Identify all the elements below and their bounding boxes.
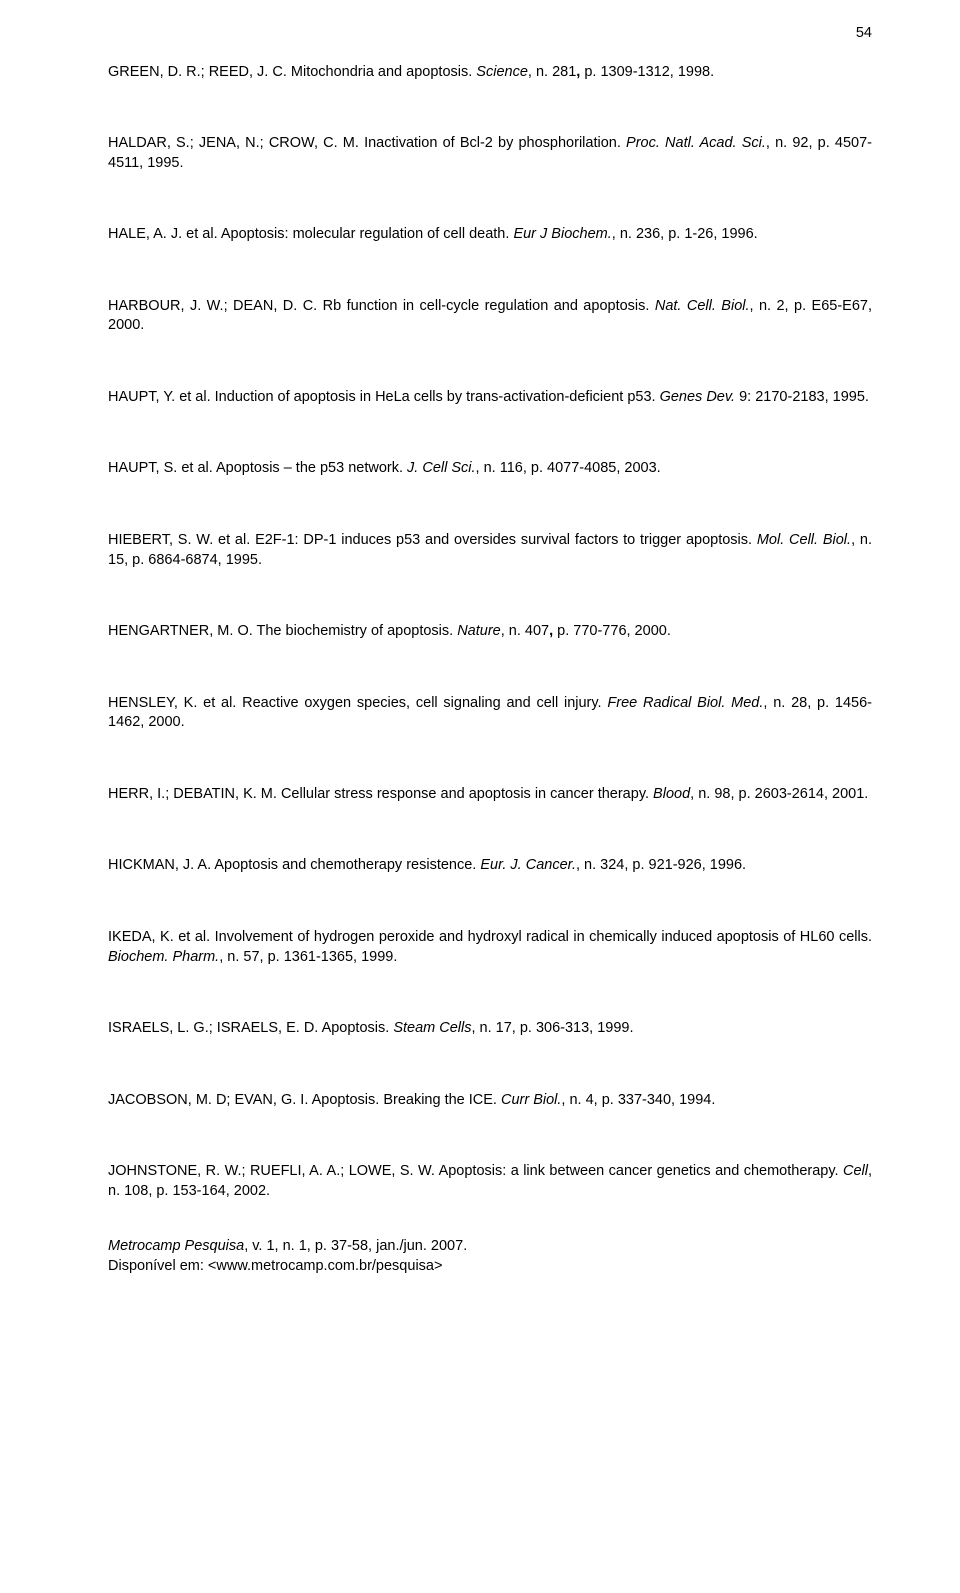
footer: Metrocamp Pesquisa, v. 1, n. 1, p. 37-58… — [108, 1237, 872, 1276]
ref-title: Apoptosis. Breaking the ICE. — [312, 1092, 501, 1108]
ref-authors: HAUPT, S. et al. — [108, 460, 216, 476]
footer-journal: Metrocamp Pesquisa — [108, 1238, 244, 1254]
ref-journal: Steam Cells — [393, 1020, 471, 1036]
ref-authors: JOHNSTONE, R. W.; RUEFLI, A. A.; LOWE, S… — [108, 1163, 439, 1179]
ref-authors: GREEN, D. R.; REED, J. C. — [108, 64, 291, 80]
ref-journal: Curr Biol. — [501, 1092, 561, 1108]
ref-issue: , n. 281 — [528, 64, 576, 80]
ref-authors: HALDAR, S.; JENA, N.; CROW, C. M. — [108, 135, 364, 151]
ref-issue: , n. 324, p. 921-926, 1996. — [576, 857, 746, 873]
ref-journal: Genes Dev. — [660, 389, 736, 405]
ref-title: Induction of apoptosis in HeLa cells by … — [215, 389, 660, 405]
ref-title: Involvement of hydrogen peroxide and hyd… — [215, 929, 872, 945]
ref-journal: Cell — [843, 1163, 868, 1179]
ref-title: Apoptosis. — [322, 1020, 394, 1036]
ref-journal: Mol. Cell. Biol. — [757, 532, 851, 548]
page-number: 54 — [856, 24, 872, 44]
ref-authors: HICKMAN, J. A. — [108, 857, 214, 873]
ref-title: Rb function in cell-cycle regulation and… — [323, 298, 655, 314]
reference-entry: HICKMAN, J. A. Apoptosis and chemotherap… — [108, 856, 872, 876]
ref-journal: Nat. Cell. Biol. — [655, 298, 750, 314]
ref-journal: Proc. Natl. Acad. Sci. — [626, 135, 766, 151]
ref-title: Inactivation of Bcl-2 by phosphorilation… — [364, 135, 626, 151]
ref-pages: p. 1309-1312, 1998. — [580, 64, 714, 80]
ref-title: Apoptosis and chemotherapy resistence. — [214, 857, 480, 873]
ref-issue: , n. 236, p. 1-26, 1996. — [612, 226, 758, 242]
ref-journal: Blood — [653, 786, 690, 802]
reference-entry: HERR, I.; DEBATIN, K. M. Cellular stress… — [108, 785, 872, 805]
reference-entry: IKEDA, K. et al. Involvement of hydrogen… — [108, 928, 872, 967]
ref-journal: Science — [476, 64, 528, 80]
reference-entry: HARBOUR, J. W.; DEAN, D. C. Rb function … — [108, 297, 872, 336]
ref-authors: HENGARTNER, M. O. — [108, 623, 257, 639]
ref-authors: HAUPT, Y. et al. — [108, 389, 215, 405]
ref-authors: JACOBSON, M. D; EVAN, G. I. — [108, 1092, 312, 1108]
ref-title: Mitochondria and apoptosis. — [291, 64, 476, 80]
reference-entry: HENSLEY, K. et al. Reactive oxygen speci… — [108, 694, 872, 733]
ref-journal: Nature — [457, 623, 501, 639]
ref-title: Apoptosis: a link between cancer genetic… — [439, 1163, 843, 1179]
ref-authors: HIEBERT, S. W. et al. — [108, 532, 255, 548]
reference-entry: JACOBSON, M. D; EVAN, G. I. Apoptosis. B… — [108, 1091, 872, 1111]
reference-entry: HAUPT, Y. et al. Induction of apoptosis … — [108, 388, 872, 408]
reference-entry: ISRAELS, L. G.; ISRAELS, E. D. Apoptosis… — [108, 1019, 872, 1039]
ref-title: Reactive oxygen species, cell signaling … — [242, 695, 607, 711]
ref-authors: IKEDA, K. et al. — [108, 929, 215, 945]
ref-title: E2F-1: DP-1 induces p53 and oversides su… — [255, 532, 757, 548]
ref-authors: HERR, I.; DEBATIN, K. M. — [108, 786, 281, 802]
ref-title: The biochemistry of apoptosis. — [257, 623, 458, 639]
ref-issue: , n. 116, p. 4077-4085, 2003. — [476, 460, 661, 476]
reference-entry: HAUPT, S. et al. Apoptosis – the p53 net… — [108, 459, 872, 479]
ref-authors: HALE, A. J. et al. — [108, 226, 221, 242]
footer-detail: , v. 1, n. 1, p. 37-58, jan./jun. 2007. — [244, 1238, 467, 1254]
ref-title: Apoptosis: molecular regulation of cell … — [221, 226, 514, 242]
ref-title: Cellular stress response and apoptosis i… — [281, 786, 653, 802]
footer-line-2: Disponível em: <www.metrocamp.com.br/pes… — [108, 1257, 872, 1277]
ref-authors: ISRAELS, L. G.; ISRAELS, E. D. — [108, 1020, 322, 1036]
ref-issue: , n. 4, p. 337-340, 1994. — [561, 1092, 715, 1108]
ref-journal: Eur J Biochem. — [513, 226, 611, 242]
reference-entry: HALE, A. J. et al. Apoptosis: molecular … — [108, 225, 872, 245]
ref-authors: HENSLEY, K. et al. — [108, 695, 242, 711]
references-list: GREEN, D. R.; REED, J. C. Mitochondria a… — [108, 63, 872, 1202]
ref-title: Apoptosis – the p53 network. — [216, 460, 407, 476]
ref-issue: , n. 57, p. 1361-1365, 1999. — [219, 949, 397, 965]
page: 54 GREEN, D. R.; REED, J. C. Mitochondri… — [0, 0, 960, 1593]
ref-issue: , n. 17, p. 306-313, 1999. — [471, 1020, 633, 1036]
ref-pages: p. 770-776, 2000. — [553, 623, 671, 639]
reference-entry: HALDAR, S.; JENA, N.; CROW, C. M. Inacti… — [108, 134, 872, 173]
ref-authors: HARBOUR, J. W.; DEAN, D. C. — [108, 298, 323, 314]
ref-issue: , n. 407 — [501, 623, 549, 639]
ref-journal: Free Radical Biol. Med. — [607, 695, 763, 711]
reference-entry: HENGARTNER, M. O. The biochemistry of ap… — [108, 622, 872, 642]
reference-entry: JOHNSTONE, R. W.; RUEFLI, A. A.; LOWE, S… — [108, 1162, 872, 1201]
footer-line-1: Metrocamp Pesquisa, v. 1, n. 1, p. 37-58… — [108, 1237, 872, 1257]
ref-issue: 9: 2170-2183, 1995. — [735, 389, 869, 405]
ref-journal: Eur. J. Cancer. — [480, 857, 576, 873]
ref-journal: J. Cell Sci. — [407, 460, 476, 476]
ref-journal: Biochem. Pharm. — [108, 949, 219, 965]
reference-entry: GREEN, D. R.; REED, J. C. Mitochondria a… — [108, 63, 872, 83]
reference-entry: HIEBERT, S. W. et al. E2F-1: DP-1 induce… — [108, 531, 872, 570]
ref-issue: , n. 98, p. 2603-2614, 2001. — [690, 786, 868, 802]
